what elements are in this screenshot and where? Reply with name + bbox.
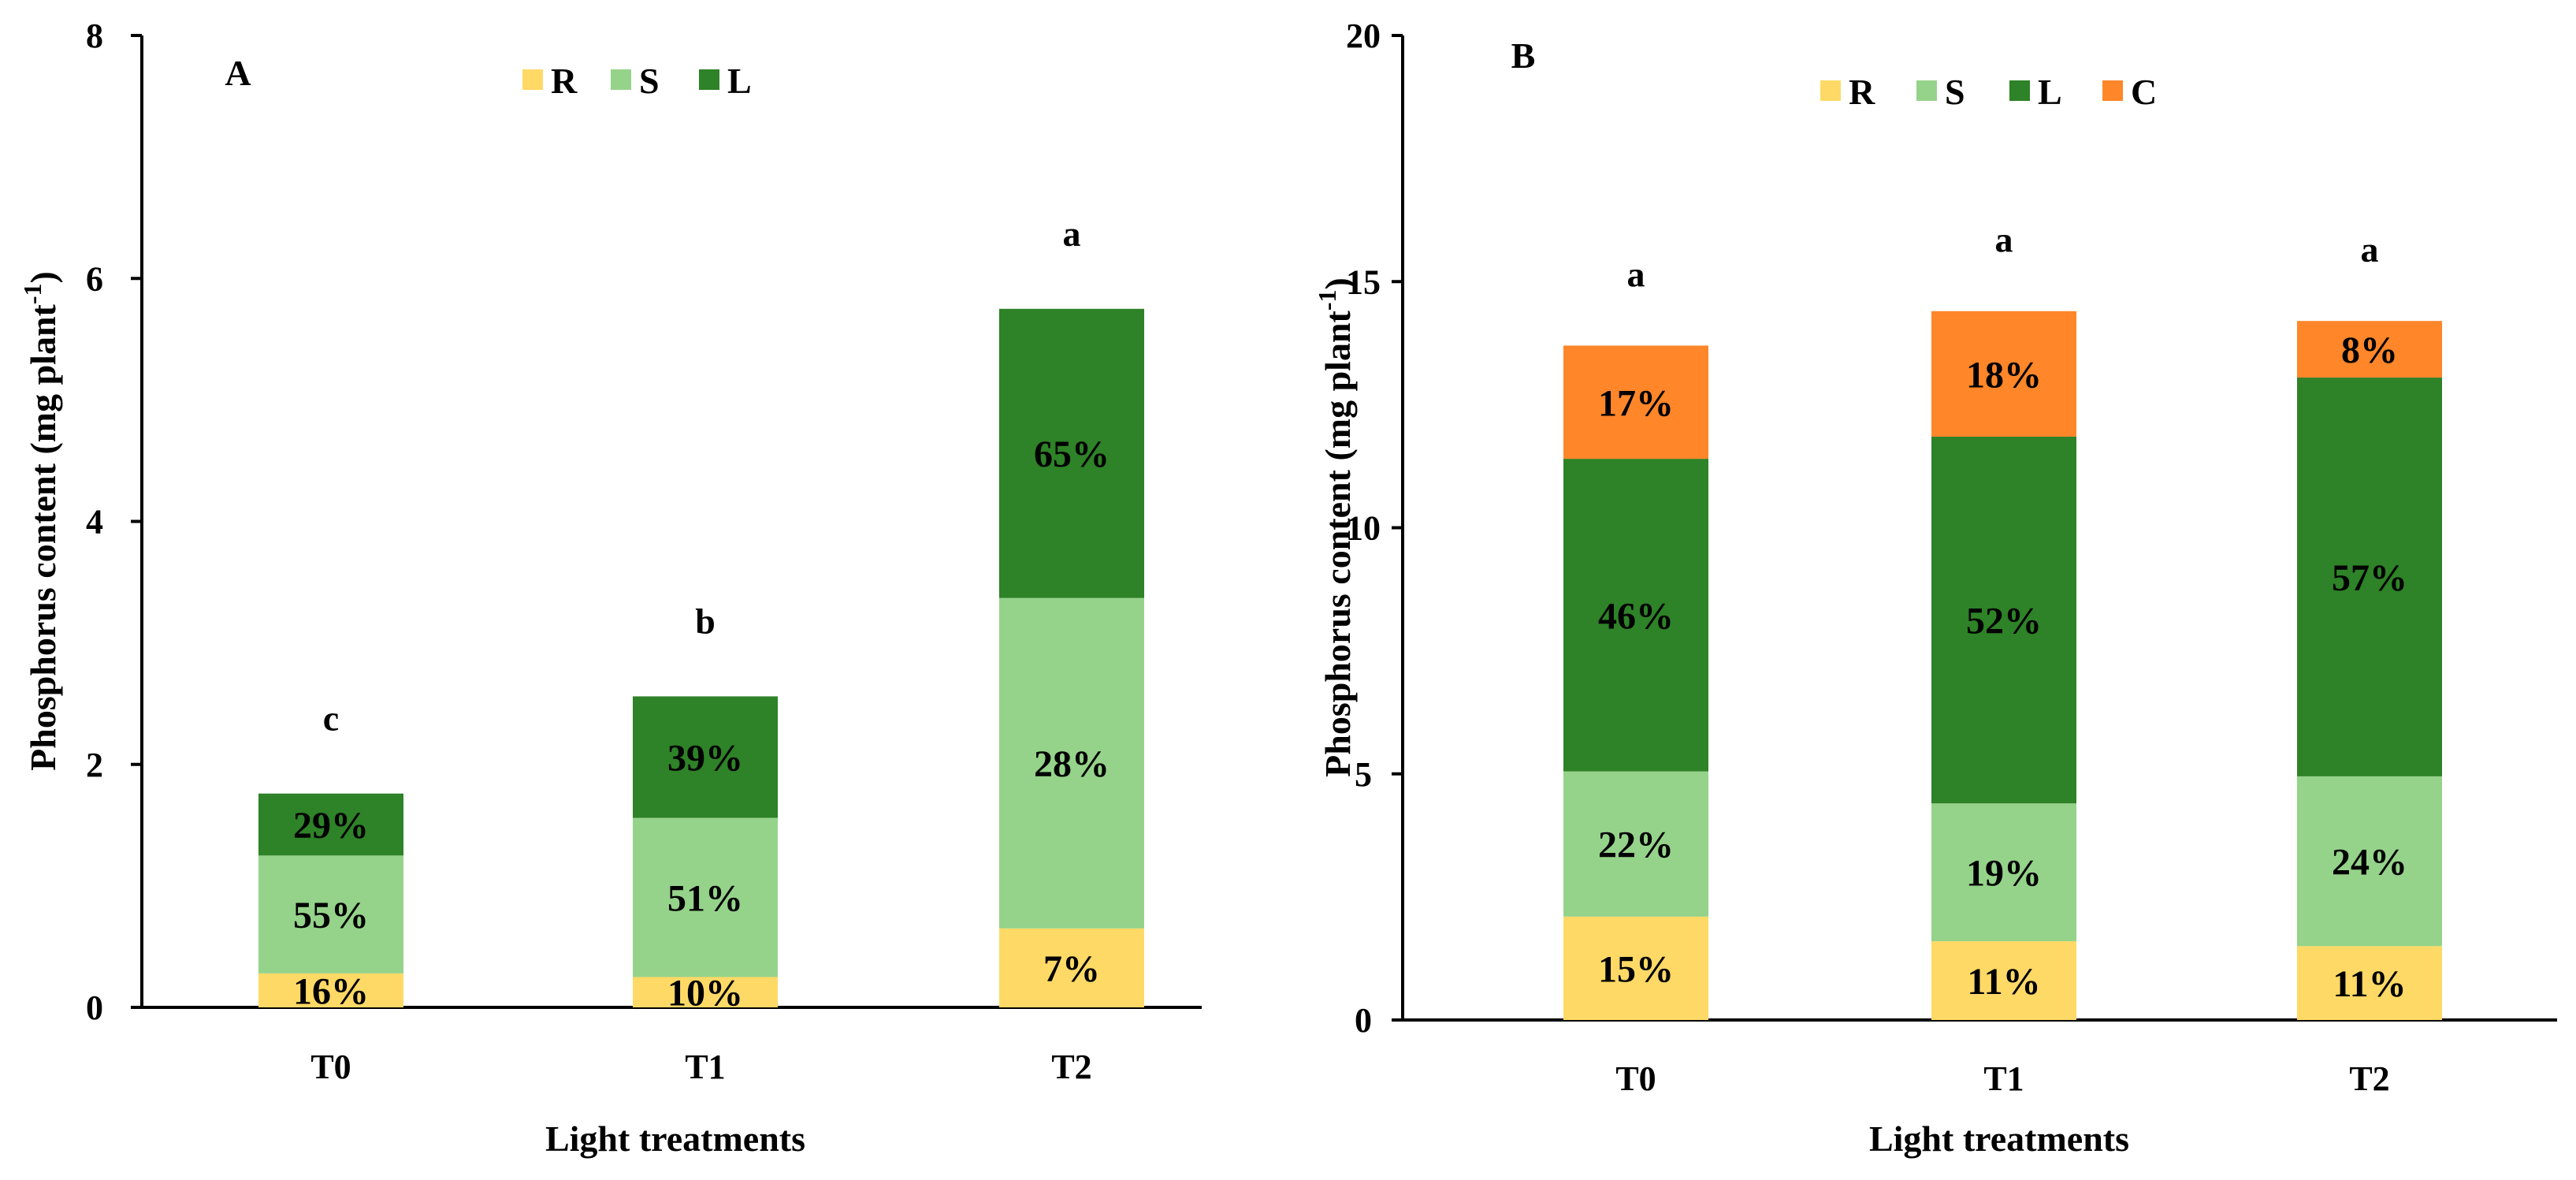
x-tick-label: T1 <box>1983 1059 2024 1098</box>
chart-panel-a: 0 2 4 6 8 16% 55% 29% c T0 10% 51% 39% b T1 7% 28% 65% a T2… <box>18 17 1202 1159</box>
legend-label: C <box>2131 72 2157 112</box>
legend-swatch-r <box>522 69 543 90</box>
bar-segment-s <box>1931 803 2076 942</box>
data-label: 16% <box>293 970 369 1012</box>
bar-segment-r <box>258 973 403 1007</box>
y-tick-label: 0 <box>1355 1001 1372 1040</box>
bar-segment-l <box>999 308 1144 598</box>
bar-segment-s <box>2297 776 2442 947</box>
legend-label: L <box>2038 72 2062 112</box>
data-label: 28% <box>1034 743 1110 785</box>
data-label: 7% <box>1043 948 1100 990</box>
bar-segment-s <box>1563 771 1708 917</box>
x-axis-title: Light treatments <box>1869 1119 2129 1159</box>
legend-label: L <box>727 61 752 101</box>
x-tick-label: T1 <box>685 1048 725 1086</box>
bar-segment-c <box>1563 345 1708 460</box>
legend-swatch-s <box>611 69 631 90</box>
bar-segment-r <box>1563 916 1708 1020</box>
y-axis-title: Phosphorus content (mg plant-1) <box>18 271 63 771</box>
data-label: 11% <box>1967 961 2040 1003</box>
data-label: 10% <box>667 973 743 1014</box>
data-label: 39% <box>667 738 743 780</box>
bar-segment-r <box>633 977 778 1007</box>
bar-segment-l <box>633 696 778 818</box>
x-tick-label: T2 <box>1051 1048 1091 1086</box>
bar-segment-s <box>633 817 778 977</box>
bar-segment-l <box>1563 459 1708 772</box>
significance-letter: a <box>1627 254 1645 294</box>
y-tick-label: 0 <box>86 988 103 1027</box>
legend-swatch-r <box>1820 80 1841 101</box>
data-label: 65% <box>1034 434 1110 475</box>
data-label: 57% <box>2332 557 2407 599</box>
x-tick-label: T0 <box>310 1048 351 1086</box>
data-label: 52% <box>1966 601 2042 642</box>
legend-label: R <box>1849 72 1875 112</box>
legend-swatch-l <box>2009 80 2030 101</box>
data-label: 11% <box>2333 963 2406 1005</box>
bar-segment-r <box>1931 941 2076 1020</box>
y-tick-label: 8 <box>86 17 103 55</box>
bar-segment-l <box>1931 436 2076 804</box>
data-label: 24% <box>2332 842 2407 884</box>
data-label: 15% <box>1598 948 1674 990</box>
bar-segment-r <box>999 928 1144 1007</box>
y-tick-label: 6 <box>86 259 103 298</box>
legend-swatch-l <box>699 69 719 90</box>
y-tick-label: 2 <box>86 746 103 784</box>
significance-letter: c <box>323 698 339 739</box>
data-label: 51% <box>667 878 743 920</box>
data-label: 46% <box>1598 595 1674 637</box>
y-axis-title: Phosphorus content (mg plant-1) <box>1313 277 1358 777</box>
significance-letter: a <box>1995 220 2013 260</box>
y-tick-label: 10 <box>1346 509 1381 548</box>
significance-letter: a <box>1063 214 1081 254</box>
panel-label: A <box>225 53 251 93</box>
bar-segment-s <box>999 597 1144 929</box>
legend-swatch-c <box>2102 80 2123 101</box>
y-tick-label: 15 <box>1346 262 1381 301</box>
significance-letter: b <box>695 601 716 641</box>
y-tick-label: 5 <box>1355 755 1372 794</box>
x-tick-label: T0 <box>1615 1059 1656 1098</box>
y-tick-label: 20 <box>1346 17 1381 55</box>
legend-label: R <box>551 61 578 101</box>
legend-label: S <box>639 61 660 101</box>
bar-segment-r <box>2297 946 2442 1020</box>
significance-letter: a <box>2361 229 2379 270</box>
bar-segment-s <box>258 855 403 973</box>
data-label: 22% <box>1598 825 1674 866</box>
data-label: 18% <box>1966 354 2042 396</box>
bar-segment-l <box>258 793 403 856</box>
data-label: 19% <box>1966 853 2042 895</box>
legend-label: S <box>1945 72 1965 112</box>
bar-segment-l <box>2297 378 2442 776</box>
x-axis-title: Light treatments <box>545 1119 805 1159</box>
data-label: 29% <box>293 805 369 847</box>
bar-segment-c <box>2297 321 2442 378</box>
panel-label: B <box>1511 35 1536 76</box>
x-tick-label: T2 <box>2349 1059 2389 1098</box>
data-label: 17% <box>1598 382 1674 424</box>
y-tick-label: 4 <box>86 503 103 542</box>
data-label: 55% <box>293 895 369 936</box>
data-label: 8% <box>2341 329 2398 371</box>
chart-panel-b: 0 5 10 15 20 15% 22% 46% 17% a T0 11% 19% 52% 18% a T1 11… <box>1313 17 2557 1159</box>
legend-swatch-s <box>1916 80 1937 101</box>
bar-segment-c <box>1931 311 2076 437</box>
